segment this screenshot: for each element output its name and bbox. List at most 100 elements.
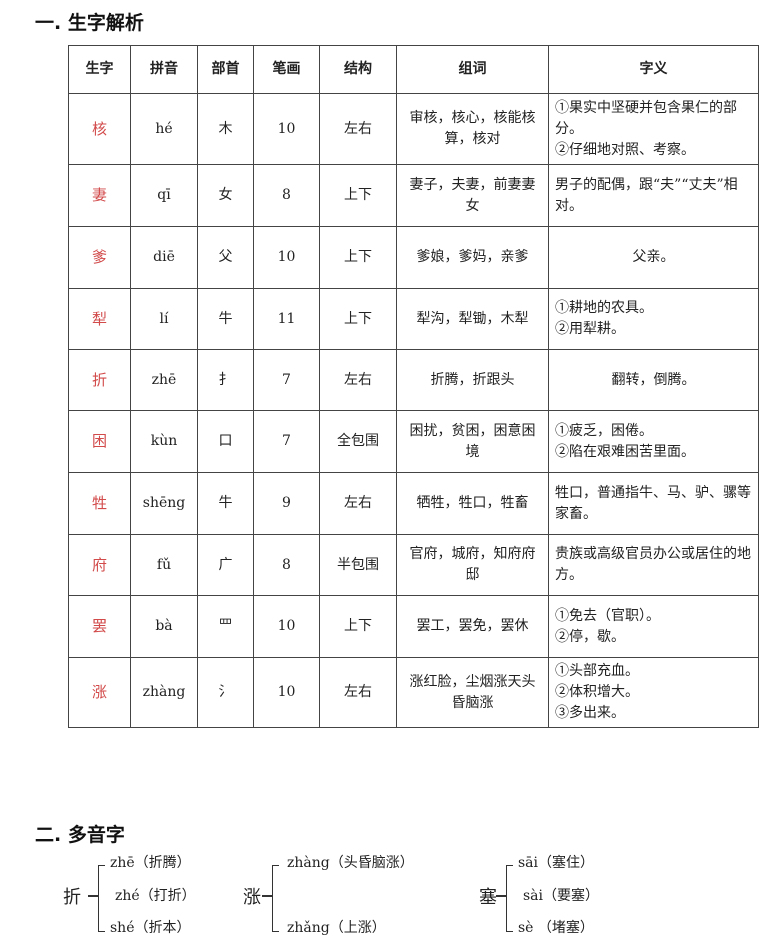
meaning-line: ①疲乏，困倦。 (555, 422, 653, 439)
polyphone-char: 折 (63, 887, 81, 908)
table-header-row: 生字 拼音 部首 笔画 结构 组词 字义 (68, 45, 759, 94)
meaning-line: 翻转，倒腾。 (611, 371, 696, 388)
cell-pinyin: zhàng (130, 657, 198, 728)
cell-structure: 左右 (319, 657, 397, 728)
cell-char: 核 (68, 93, 131, 165)
table-row: 核 hé 木 10 左右 审核，核心，核能核算，核对 ①果实中坚硬并包含果仁的部分。 ②仔细地… (68, 93, 759, 165)
column-header: 生字 (68, 45, 131, 94)
meaning-line: ③多出来。 (555, 705, 625, 721)
bracket-stem (496, 895, 506, 897)
bracket (506, 865, 513, 932)
table-row: 妻 qī 女 8 上下 妻子，夫妻，前妻妻女 男子的配偶，跟“夫”“丈夫”相对。 (68, 164, 759, 227)
cell-pinyin: kùn (130, 410, 198, 473)
cell-meaning: ①果实中坚硬并包含果仁的部分。 ②仔细地对照、考察。 (548, 93, 759, 165)
section-title-new-characters: 一. 生字解析 (35, 12, 144, 34)
polyphone-reading: sè （堵塞） (518, 920, 594, 936)
polyphone-char: 涨 (243, 887, 261, 908)
cell-pinyin: fǔ (130, 534, 198, 596)
bracket (98, 865, 105, 932)
cell-radical: 女 (197, 164, 254, 227)
cell-pinyin: qī (130, 164, 198, 227)
cell-words: 犁沟，犁锄，木犁 (396, 288, 549, 350)
meaning-line: ①耕地的农具。 (555, 300, 653, 316)
cell-strokes: 7 (253, 410, 320, 473)
cell-char: 折 (68, 349, 131, 411)
cell-strokes: 9 (253, 472, 320, 535)
cell-words: 妻子，夫妻，前妻妻女 (396, 164, 549, 227)
meaning-line: 男子的配偶，跟“夫”“丈夫”相对。 (555, 176, 738, 214)
cell-meaning: 牲口，普通指牛、马、驴、骡等家畜。 (548, 472, 759, 535)
cell-structure: 上下 (319, 164, 397, 227)
cell-strokes: 10 (253, 595, 320, 658)
cell-radical: 牛 (197, 288, 254, 350)
cell-pinyin: hé (130, 93, 198, 165)
cell-radical: 氵 (197, 657, 254, 728)
cell-strokes: 8 (253, 164, 320, 227)
column-header: 笔画 (253, 45, 320, 94)
cell-char: 犁 (68, 288, 131, 350)
cell-meaning: ①耕地的农具。 ②用犁耕。 (548, 288, 759, 350)
section-title-polyphones: 二. 多音字 (35, 824, 125, 846)
cell-structure: 半包围 (319, 534, 397, 596)
meaning-line: ②停，歇。 (555, 628, 625, 645)
polyphone-reading: zhē（折腾） (110, 855, 191, 871)
cell-meaning: ①疲乏，困倦。 ②陷在艰难困苦里面。 (548, 410, 759, 473)
meaning-line: ①头部充血。 (555, 663, 639, 679)
cell-radical: 牛 (197, 472, 254, 535)
meaning-line: 贵族或高级官员办公或居住的地方。 (555, 546, 751, 583)
polyphone-reading: sài（要塞） (523, 888, 600, 904)
cell-structure: 上下 (319, 595, 397, 658)
table-row: 牲 shēng 牛 9 左右 牺牲，牲口，牲畜 牲口，普通指牛、马、驴、骡等家畜。 (68, 472, 759, 535)
cell-char: 爹 (68, 226, 131, 289)
cell-pinyin: diē (130, 226, 198, 289)
cell-strokes: 10 (253, 93, 320, 165)
cell-char: 牲 (68, 472, 131, 535)
cell-words: 困扰，贫困，困意困境 (396, 410, 549, 473)
cell-meaning: 父亲。 (548, 226, 759, 289)
meaning-line: 父亲。 (632, 249, 675, 265)
column-header: 部首 (197, 45, 254, 94)
cell-meaning: ①免去（官职）。 ②停，歇。 (548, 595, 759, 658)
table-row: 涨 zhàng 氵 10 左右 涨红脸，尘烟涨天头昏脑涨 ①头部充血。 ②体积增大。 ③多出来。 (68, 657, 759, 728)
cell-structure: 上下 (319, 226, 397, 289)
cell-radical: 父 (197, 226, 254, 289)
cell-words: 涨红脸，尘烟涨天头昏脑涨 (396, 657, 549, 728)
cell-words: 官府，城府，知府府邸 (396, 534, 549, 596)
table-row: 府 fǔ 广 8 半包围 官府，城府，知府府邸 贵族或高级官员办公或居住的地方。 (68, 534, 759, 596)
polyphone-reading: zhǎng（上涨） (287, 920, 386, 936)
polyphone-char: 塞 (479, 887, 497, 908)
cell-structure: 左右 (319, 93, 397, 165)
table-row: 困 kùn 口 7 全包围 困扰，贫困，困意困境 ①疲乏，困倦。 ②陷在艰难困苦里面。 (68, 410, 759, 473)
cell-radical: 罒 (197, 595, 254, 658)
cell-radical: 扌 (197, 349, 254, 411)
cell-char: 府 (68, 534, 131, 596)
column-header: 字义 (548, 45, 759, 94)
column-header: 拼音 (130, 45, 198, 94)
cell-structure: 左右 (319, 472, 397, 535)
column-header: 组词 (396, 45, 549, 94)
bracket-stem (262, 895, 272, 897)
meaning-line: 牲口，普通指牛、马、驴、骡等家畜。 (555, 484, 751, 522)
bracket-stem (88, 895, 98, 897)
table-row: 爹 diē 父 10 上下 爹娘，爹妈，亲爹 父亲。 (68, 226, 759, 289)
column-header: 结构 (319, 45, 397, 94)
table-row: 犁 lí 牛 11 上下 犁沟，犁锄，木犁 ①耕地的农具。 ②用犁耕。 (68, 288, 759, 350)
cell-words: 折腾，折跟头 (396, 349, 549, 411)
cell-pinyin: bà (130, 595, 198, 658)
cell-radical: 广 (197, 534, 254, 596)
table-row: 折 zhē 扌 7 左右 折腾，折跟头 翻转，倒腾。 (68, 349, 759, 411)
table-row: 罢 bà 罒 10 上下 罢工，罢免，罢休 ①免去（官职）。 ②停，歇。 (68, 595, 759, 658)
meaning-line: ②陷在艰难困苦里面。 (555, 443, 695, 460)
polyphone-reading: shé（折本） (110, 920, 191, 936)
cell-strokes: 11 (253, 288, 320, 350)
cell-structure: 上下 (319, 288, 397, 350)
bracket (272, 865, 279, 932)
cell-meaning: 翻转，倒腾。 (548, 349, 759, 411)
cell-words: 罢工，罢免，罢休 (396, 595, 549, 658)
cell-strokes: 7 (253, 349, 320, 411)
cell-meaning: ①头部充血。 ②体积增大。 ③多出来。 (548, 657, 759, 728)
cell-structure: 左右 (319, 349, 397, 411)
cell-char: 困 (68, 410, 131, 473)
polyphone-reading: zhàng（头昏脑涨） (287, 855, 414, 871)
cell-structure: 全包围 (319, 410, 397, 473)
